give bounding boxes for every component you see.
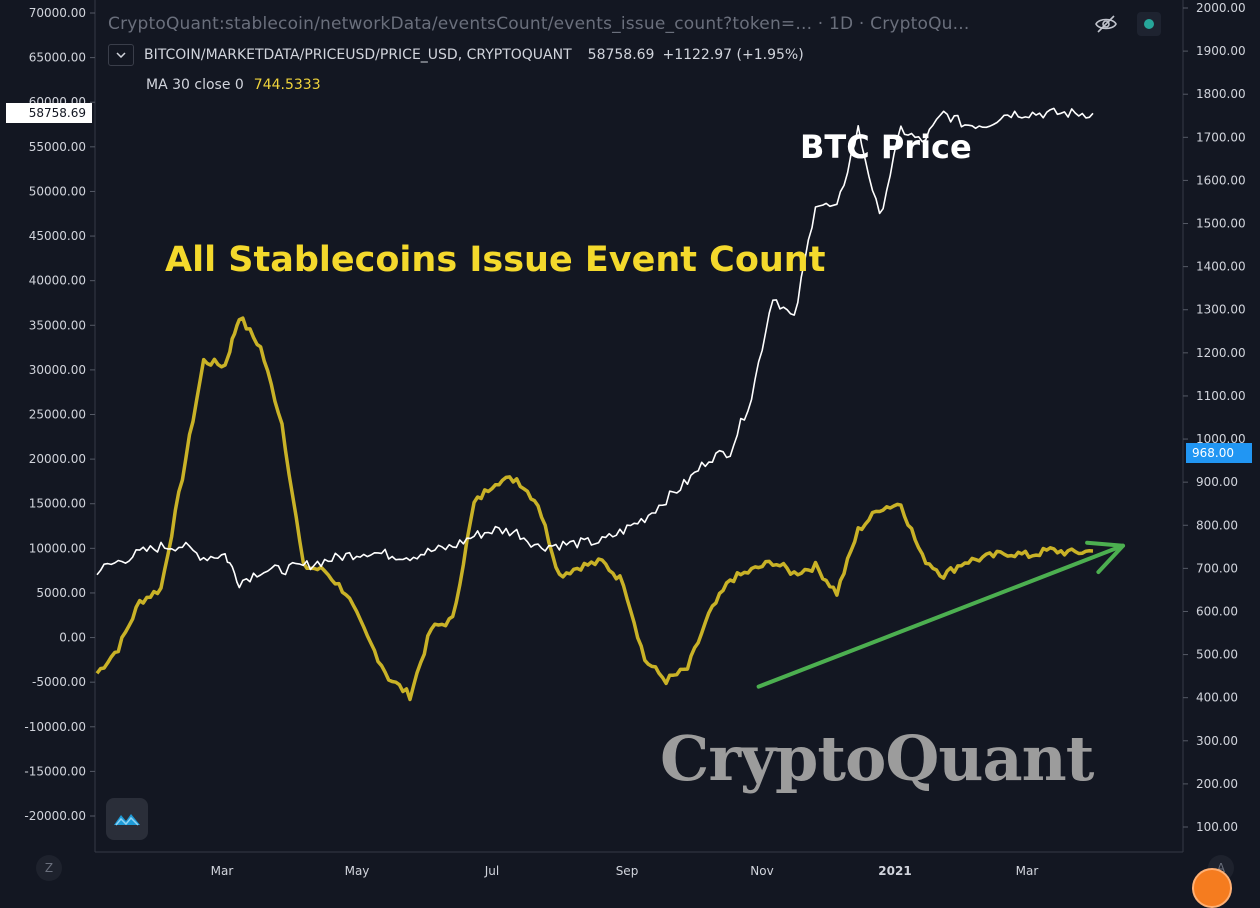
x-tick-label: Nov (750, 864, 773, 878)
x-tick-label: Sep (616, 864, 639, 878)
right-tick-label: 400.00 (1196, 691, 1238, 705)
zoom-reset-button[interactable]: Z (36, 855, 62, 881)
legend-interval: · 1D · CryptoQu... (817, 14, 970, 34)
left-tick-label: 20000.00 (29, 452, 86, 466)
right-tick-label: 1300.00 (1196, 303, 1246, 317)
legend-symbol: BITCOIN/MARKETDATA/PRICEUSD/PRICE_USD, C… (144, 47, 572, 63)
right-tick-label: 2000.00 (1196, 1, 1246, 15)
x-tick-label: 2021 (878, 864, 911, 878)
left-tick-label: 0.00 (59, 631, 86, 645)
cryptoquant-logo-button[interactable] (106, 798, 148, 840)
legend-ma-label: MA 30 close 0 (146, 77, 244, 93)
right-tick-label: 300.00 (1196, 734, 1238, 748)
help-button[interactable] (1192, 868, 1232, 908)
right-tick-label: 1500.00 (1196, 217, 1246, 231)
left-tick-label: 10000.00 (29, 541, 86, 555)
stablecoin-annotation: All Stablecoins Issue Event Count (165, 240, 826, 280)
cryptoquant-logo-icon (114, 814, 140, 826)
left-tick-label: 50000.00 (29, 184, 86, 198)
btc-price-line (96, 107, 1094, 589)
right-tick-label: 1600.00 (1196, 173, 1246, 187)
left-tick-label: 45000.00 (29, 229, 86, 243)
left-tick-label: -20000.00 (24, 809, 86, 823)
legend-ma-value: 744.5333 (253, 77, 321, 93)
left-tick-label: 40000.00 (29, 274, 86, 288)
right-tick-label: 200.00 (1196, 777, 1238, 791)
x-tick-label: Mar (1016, 864, 1039, 878)
legend-price: 58758.69 (587, 47, 655, 63)
legend-ma-row: MA 30 close 0 744.5333 (108, 77, 969, 93)
right-tick-label: 1100.00 (1196, 389, 1246, 403)
legend-symbol-row: BITCOIN/MARKETDATA/PRICEUSD/PRICE_USD, C… (108, 44, 969, 66)
legend-source-title: CryptoQuant:stablecoin/networkData/event… (108, 14, 813, 34)
left-tick-label: -10000.00 (24, 720, 86, 734)
legend-collapse-button[interactable] (108, 44, 134, 66)
cryptoquant-watermark: CryptoQuant (660, 722, 1094, 795)
x-tick-label: May (345, 864, 370, 878)
eye-off-icon[interactable] (1094, 12, 1118, 36)
left-tick-label: 55000.00 (29, 140, 86, 154)
x-tick-label: Jul (484, 864, 499, 878)
chevron-down-icon (116, 52, 126, 58)
left-tick-label: -5000.00 (32, 675, 86, 689)
trend-arrow-line (756, 543, 1125, 689)
x-tick-label: Mar (211, 864, 234, 878)
stablecoin-issue-line (95, 316, 1094, 702)
right-tick-label: 700.00 (1196, 561, 1238, 575)
legend-change: +1122.97 (+1.95%) (662, 47, 804, 63)
right-tick-label: 1000.00 (1196, 432, 1246, 446)
legend-source-row: CryptoQuant:stablecoin/networkData/event… (108, 14, 969, 34)
right-tick-label: 1400.00 (1196, 260, 1246, 274)
trend-arrow-head (1085, 540, 1125, 574)
status-indicator[interactable] (1137, 12, 1161, 36)
left-tick-label: 15000.00 (29, 497, 86, 511)
right-tick-label: 1700.00 (1196, 130, 1246, 144)
left-tick-label: -15000.00 (24, 764, 86, 778)
right-tick-label: 1800.00 (1196, 87, 1246, 101)
right-tick-label: 500.00 (1196, 648, 1238, 662)
left-tick-label: 65000.00 (29, 51, 86, 65)
right-tick-label: 600.00 (1196, 604, 1238, 618)
btc-price-annotation: BTC Price (800, 128, 972, 166)
chart-legend: CryptoQuant:stablecoin/networkData/event… (108, 14, 969, 93)
right-tick-label: 900.00 (1196, 475, 1238, 489)
right-tick-label: 100.00 (1196, 820, 1238, 834)
right-value-badge: 968.00 (1186, 443, 1252, 463)
left-price-badge: 58758.69 (6, 103, 92, 123)
left-tick-label: 5000.00 (36, 586, 86, 600)
right-tick-label: 1900.00 (1196, 44, 1246, 58)
left-tick-label: 70000.00 (29, 6, 86, 20)
left-tick-label: 30000.00 (29, 363, 86, 377)
right-tick-label: 800.00 (1196, 518, 1238, 532)
right-tick-label: 1200.00 (1196, 346, 1246, 360)
left-tick-label: 35000.00 (29, 318, 86, 332)
left-tick-label: 25000.00 (29, 408, 86, 422)
plot-area (95, 0, 1183, 852)
